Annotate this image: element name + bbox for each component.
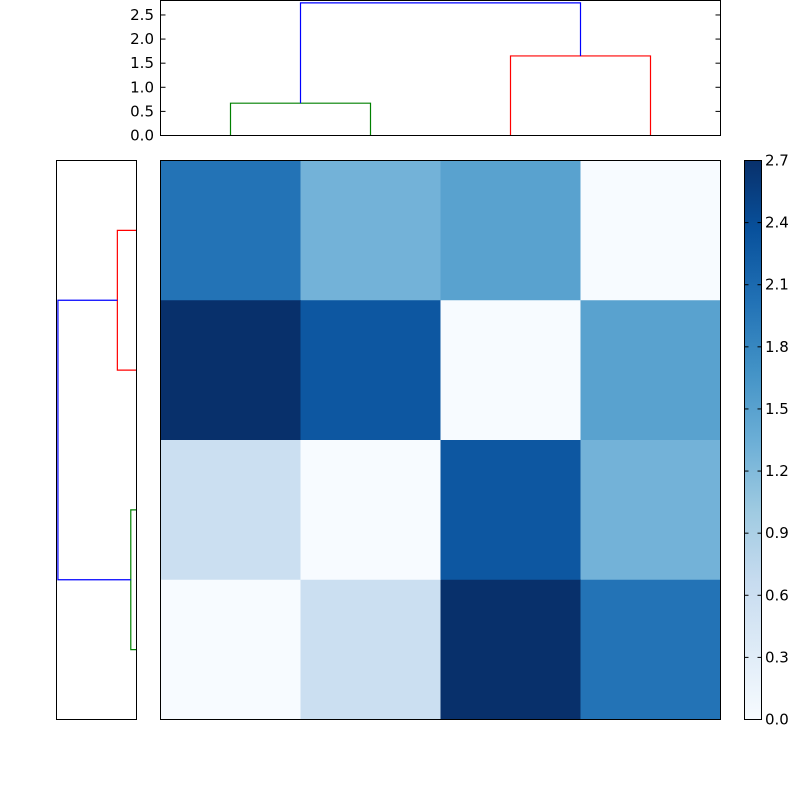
colorbar-tick-label-2: 0.6 bbox=[765, 586, 789, 604]
colorbar-tick-label-3: 0.9 bbox=[765, 524, 789, 542]
heatmap-cell-r2-c0 bbox=[160, 440, 301, 581]
heatmap-cell-r1-c3 bbox=[580, 300, 721, 441]
left-dendrogram-link-2 bbox=[57, 299, 131, 581]
colorbar-tick-label-6: 1.8 bbox=[765, 338, 789, 356]
heatmap-cell-r3-c0 bbox=[160, 579, 301, 720]
left-dendrogram bbox=[57, 229, 137, 651]
top-ytick-label-3: 1.5 bbox=[130, 54, 154, 72]
colorbar-tick-label-0: 0.0 bbox=[765, 711, 789, 729]
left-dendrogram-frame bbox=[56, 160, 137, 720]
heatmap-cell-r1-c0 bbox=[160, 300, 301, 441]
heatmap-frame bbox=[160, 160, 721, 720]
heatmap-cell-r3-c1 bbox=[300, 579, 441, 720]
colorbar-tick-label-4: 1.2 bbox=[765, 462, 789, 480]
top-ytick-label-4: 2.0 bbox=[130, 30, 154, 48]
heatmap-cell-r3-c2 bbox=[440, 579, 581, 720]
colorbar-tick-label-7: 2.1 bbox=[765, 276, 789, 294]
colorbar bbox=[744, 160, 762, 720]
colorbar-tick-label-9: 2.7 bbox=[765, 152, 789, 170]
top-ytick-label-2: 1.0 bbox=[130, 78, 154, 96]
heatmap-cell-r1-c1 bbox=[300, 300, 441, 441]
top-ytick-label-5: 2.5 bbox=[130, 6, 154, 24]
heatmap-cell-r0-c0 bbox=[160, 160, 301, 301]
colorbar-tick-label-1: 0.3 bbox=[765, 648, 789, 666]
colorbar-tick-label-5: 1.5 bbox=[765, 400, 789, 418]
top-ytick-label-0: 0.0 bbox=[130, 127, 154, 145]
top-dendrogram-link-2 bbox=[299, 2, 582, 104]
heatmap-cell-r2-c2 bbox=[440, 440, 581, 581]
heatmap-cell-r0-c1 bbox=[300, 160, 441, 301]
heatmap-cell-r0-c3 bbox=[580, 160, 721, 301]
heatmap-cells bbox=[160, 160, 721, 720]
heatmap-cell-r2-c1 bbox=[300, 440, 441, 581]
heatmap-cell-r1-c2 bbox=[440, 300, 581, 441]
top-dendrogram-frame bbox=[160, 0, 721, 136]
heatmap-cell-r2-c3 bbox=[580, 440, 721, 581]
top-ytick-label-1: 0.5 bbox=[130, 102, 154, 120]
top-dendrogram bbox=[229, 2, 652, 136]
heatmap-cell-r3-c3 bbox=[580, 579, 721, 720]
colorbar-tick-label-8: 2.4 bbox=[765, 214, 789, 232]
heatmap-cell-r0-c2 bbox=[440, 160, 581, 301]
top-dendrogram-y-axis: 0.0 0.5 1.0 1.5 2.0 2.5 bbox=[130, 6, 721, 145]
colorbar-ticks: 0.0 0.3 0.6 0.9 1.2 1.5 1.8 2.1 2.4 2.7 bbox=[744, 152, 789, 729]
